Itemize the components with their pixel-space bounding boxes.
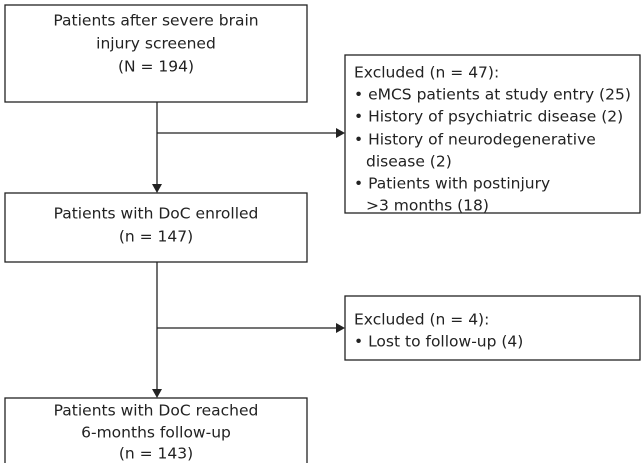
node-text: • eMCS patients at study entry (25) xyxy=(354,86,631,104)
arrowhead xyxy=(152,184,162,193)
node-text: disease (2) xyxy=(366,153,452,171)
node-text: • Patients with postinjury xyxy=(354,175,550,193)
node-text: >3 months (18) xyxy=(366,197,489,215)
arrowhead xyxy=(336,323,345,333)
arrowhead xyxy=(152,389,162,398)
node-text: • History of psychiatric disease (2) xyxy=(354,108,623,126)
node-text: • Lost to follow-up (4) xyxy=(354,333,523,351)
node-text: (N = 194) xyxy=(118,58,194,76)
node-text: injury screened xyxy=(96,35,216,53)
box xyxy=(4,397,308,463)
node-text: 6-months follow-up xyxy=(81,424,231,442)
node-text: (n = 143) xyxy=(119,445,193,463)
node-text: Excluded (n = 47): xyxy=(354,64,499,82)
box xyxy=(344,295,641,361)
box xyxy=(344,54,641,214)
node-text: Patients after severe brain xyxy=(53,12,258,30)
node-text: • History of neurodegenerative xyxy=(354,131,596,149)
node-text: Excluded (n = 4): xyxy=(354,311,489,329)
arrowhead xyxy=(336,128,345,138)
node-text: Patients with DoC enrolled xyxy=(54,205,259,223)
node-text: Patients with DoC reached xyxy=(54,402,259,420)
box xyxy=(4,192,308,263)
node-text: (n = 147) xyxy=(119,228,193,246)
box xyxy=(4,4,308,103)
